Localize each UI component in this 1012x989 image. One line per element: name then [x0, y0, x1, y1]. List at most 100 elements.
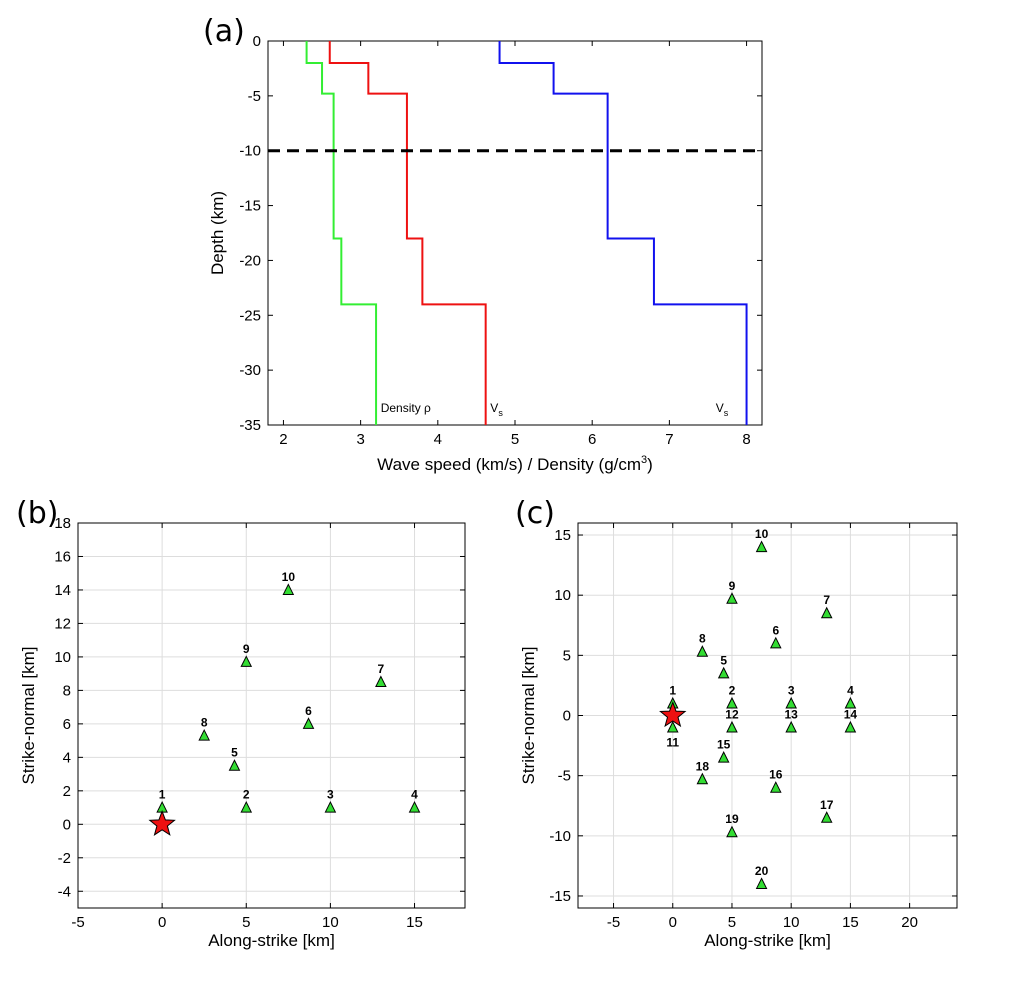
a-xtick-label: 4 [434, 431, 442, 448]
c-ytick-label: 10 [554, 587, 571, 604]
b-ytick-label: 18 [54, 515, 71, 532]
a-x-axis-label-sup: 3 [641, 454, 647, 466]
b-ytick-label: 10 [54, 649, 71, 666]
a-annotation: Density ρ [381, 401, 431, 415]
a-y-axis-label: Depth (km) [208, 191, 227, 275]
a-annotation-sub: s [724, 408, 729, 418]
c-ytick-label: 15 [554, 527, 571, 544]
c-ytick-label: 0 [563, 708, 571, 725]
c-station-marker-5 [717, 666, 730, 679]
c-station-label-8: 8 [699, 632, 706, 646]
c-station-label-6: 6 [772, 623, 779, 637]
b-station-label-5: 5 [231, 746, 238, 760]
a-xtick-label: 6 [588, 431, 596, 448]
b-y-axis-label: Strike-normal [km] [19, 647, 38, 785]
c-station-marker-20 [755, 877, 768, 889]
b-ytick-label: 8 [63, 682, 71, 699]
b-station-marker-3 [324, 800, 337, 813]
a-ytick-label: -25 [239, 307, 261, 324]
c-station-label-9: 9 [729, 579, 736, 593]
c-station-marker-13 [785, 720, 797, 733]
c-ytick-label: -15 [549, 888, 571, 905]
c-epicenter-star [659, 701, 687, 728]
b-ytick-label: 4 [63, 749, 71, 766]
b-x-axis-label: Along-strike [km] [208, 931, 335, 950]
b-station-label-2: 2 [243, 788, 250, 802]
c-station-marker-6 [769, 636, 782, 649]
c-station-marker-12 [726, 720, 738, 733]
b-station-label-8: 8 [201, 716, 208, 730]
panel-label-c: (c) [515, 496, 555, 531]
c-station-marker-9 [726, 592, 738, 604]
a-series-line-2 [498, 41, 748, 425]
b-station-marker-4 [408, 800, 421, 813]
b-station-marker-6 [302, 717, 315, 729]
c-station-label-19: 19 [725, 812, 739, 826]
a-annotation-sub: s [498, 408, 503, 418]
a-xtick-label: 5 [511, 431, 519, 448]
c-station-label-13: 13 [785, 708, 799, 722]
c-station-marker-16 [769, 781, 782, 793]
c-station-label-1: 1 [669, 683, 676, 697]
c-station-marker-15 [717, 750, 730, 763]
a-xtick-label: 7 [665, 431, 673, 448]
c-ytick-label: -5 [558, 768, 571, 785]
b-station-label-3: 3 [327, 788, 334, 802]
c-ytick-label: -10 [549, 828, 571, 845]
a-ytick-label: -35 [239, 417, 261, 434]
c-station-label-16: 16 [769, 768, 783, 782]
c-station-marker-14 [844, 720, 857, 733]
a-x-axis-label-end: ) [647, 455, 653, 474]
b-ytick-label: 0 [63, 816, 71, 833]
c-station-marker-18 [696, 772, 709, 785]
c-station-marker-4 [844, 696, 857, 709]
c-station-marker-2 [726, 696, 738, 709]
b-station-label-6: 6 [305, 704, 312, 718]
a-ytick-label: -20 [239, 252, 261, 269]
b-station-marker-7 [375, 675, 387, 688]
a-ytick-label: -30 [239, 362, 261, 379]
a-series-line-0 [305, 41, 378, 425]
c-station-label-10: 10 [755, 527, 769, 541]
b-xtick-label: 5 [242, 914, 250, 931]
b-plot-frame [77, 522, 466, 909]
a-ytick-label: -5 [248, 88, 261, 105]
b-station-label-9: 9 [243, 642, 250, 656]
c-xtick-label: -5 [607, 914, 620, 931]
c-station-marker-11 [666, 720, 679, 733]
c-y-axis-label: Strike-normal [km] [519, 647, 538, 785]
a-ytick-label: -10 [239, 143, 261, 160]
b-station-marker-5 [228, 759, 241, 771]
c-station-label-17: 17 [820, 798, 834, 812]
c-station-label-2: 2 [729, 683, 736, 697]
c-xtick-label: 10 [783, 914, 800, 931]
c-station-label-20: 20 [755, 864, 769, 878]
panel-label-b: (b) [16, 496, 59, 531]
c-station-label-7: 7 [823, 593, 830, 607]
c-station-label-14: 14 [844, 708, 858, 722]
c-xtick-label: 5 [728, 914, 736, 931]
b-xtick-label: 15 [406, 914, 423, 931]
b-ytick-label: 2 [63, 783, 71, 800]
c-xtick-label: 20 [901, 914, 918, 931]
c-x-axis-label: Along-strike [km] [704, 931, 831, 950]
b-xtick-label: 0 [158, 914, 166, 931]
c-station-label-5: 5 [720, 653, 727, 667]
c-station-label-12: 12 [725, 708, 739, 722]
b-ytick-label: 14 [54, 582, 71, 599]
a-series-line-1 [328, 41, 487, 425]
c-xtick-label: 0 [669, 914, 677, 931]
c-ytick-label: 5 [563, 647, 571, 664]
a-xtick-label: 2 [279, 431, 287, 448]
c-station-label-4: 4 [847, 683, 854, 697]
b-epicenter-star [148, 809, 176, 836]
b-xtick-label: -5 [71, 914, 84, 931]
b-ytick-label: -4 [58, 883, 71, 900]
b-station-label-4: 4 [411, 788, 418, 802]
c-station-label-15: 15 [717, 738, 731, 752]
b-station-label-7: 7 [378, 662, 385, 676]
c-station-label-11: 11 [666, 736, 679, 750]
